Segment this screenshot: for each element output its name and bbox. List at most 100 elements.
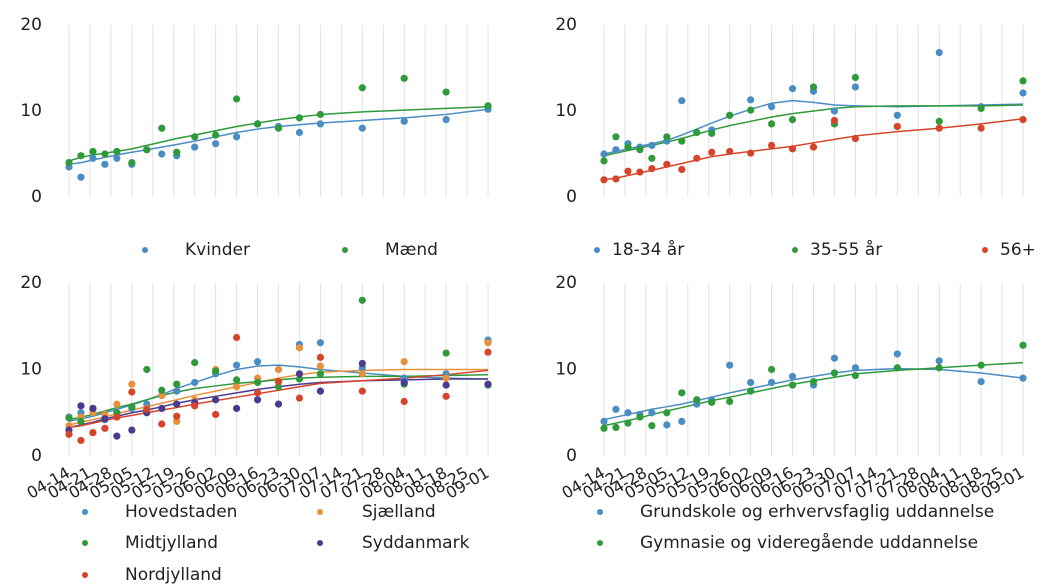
legend-marker [82, 572, 88, 578]
point [935, 357, 943, 365]
legend-label: Hovedstaden [125, 502, 237, 522]
legend-label: 56+ [1000, 240, 1036, 260]
point [173, 387, 181, 395]
point [663, 133, 671, 141]
point [788, 85, 797, 93]
point [767, 141, 776, 149]
y-tick-label: 20 [555, 15, 577, 35]
point [726, 147, 734, 156]
point [158, 404, 166, 413]
point [253, 389, 262, 397]
point [232, 404, 241, 413]
point [113, 432, 121, 440]
point [767, 120, 776, 128]
point [274, 124, 283, 132]
point [788, 372, 797, 381]
point [101, 415, 109, 423]
point [726, 397, 734, 406]
point [747, 378, 755, 387]
y-tick-label: 0 [566, 187, 577, 207]
point [484, 102, 492, 110]
legend-marker [317, 540, 323, 546]
point [935, 364, 943, 372]
legend-label: Syddanmark [362, 533, 470, 553]
point [648, 154, 656, 162]
point [212, 131, 220, 139]
point [143, 365, 151, 374]
point [400, 358, 408, 366]
point [977, 104, 985, 113]
point [113, 154, 121, 162]
point [648, 422, 656, 430]
point [212, 140, 220, 148]
point [977, 361, 985, 369]
point [600, 150, 608, 158]
point [253, 120, 262, 128]
point [893, 350, 901, 358]
point [128, 426, 136, 434]
legend-label: Nordjylland [125, 565, 222, 585]
point [663, 160, 671, 168]
point [612, 175, 620, 183]
point [767, 103, 776, 111]
legend-marker [597, 509, 603, 515]
point [158, 391, 166, 400]
point [295, 375, 304, 383]
legend-label: Gymnasie og videregående uddannelse [640, 532, 978, 553]
point [113, 400, 121, 408]
point [253, 358, 262, 366]
point [316, 353, 325, 361]
point [663, 409, 671, 417]
point [113, 147, 121, 156]
point [158, 150, 166, 158]
point [173, 417, 181, 425]
point [648, 165, 656, 173]
point [624, 167, 632, 175]
point [1019, 89, 1027, 97]
legend-label: Grundskole og erhvervsfaglig uddannelse [640, 502, 994, 522]
point [747, 149, 755, 157]
point [253, 396, 262, 404]
point [484, 380, 492, 388]
point [101, 150, 109, 158]
point [612, 133, 620, 141]
point [747, 387, 755, 395]
trend-line [603, 367, 1024, 421]
point [128, 380, 136, 388]
point [65, 430, 73, 438]
y-tick-label: 0 [31, 446, 42, 466]
y-tick-label: 10 [555, 360, 577, 380]
point [484, 339, 492, 347]
point [212, 410, 220, 419]
point [830, 107, 839, 115]
point [400, 378, 408, 387]
legend-marker [82, 509, 88, 515]
y-tick-label: 10 [555, 101, 577, 121]
point [678, 165, 686, 174]
legend-marker [982, 247, 988, 253]
point [484, 348, 492, 356]
point [128, 388, 136, 396]
legend-marker [142, 247, 148, 253]
point [274, 365, 283, 374]
point [400, 74, 408, 82]
point [143, 405, 151, 413]
point [358, 296, 366, 304]
point [708, 148, 716, 156]
point [77, 173, 85, 181]
point [232, 95, 241, 103]
point [442, 349, 450, 357]
point [358, 84, 366, 92]
point [191, 133, 199, 141]
point [809, 378, 818, 386]
point [158, 386, 166, 394]
point [316, 362, 325, 370]
y-tick-label: 10 [20, 360, 42, 380]
point [442, 381, 450, 389]
trend-line [68, 108, 489, 166]
point [77, 417, 85, 425]
point [173, 380, 181, 388]
point [636, 413, 644, 421]
point [893, 122, 901, 131]
